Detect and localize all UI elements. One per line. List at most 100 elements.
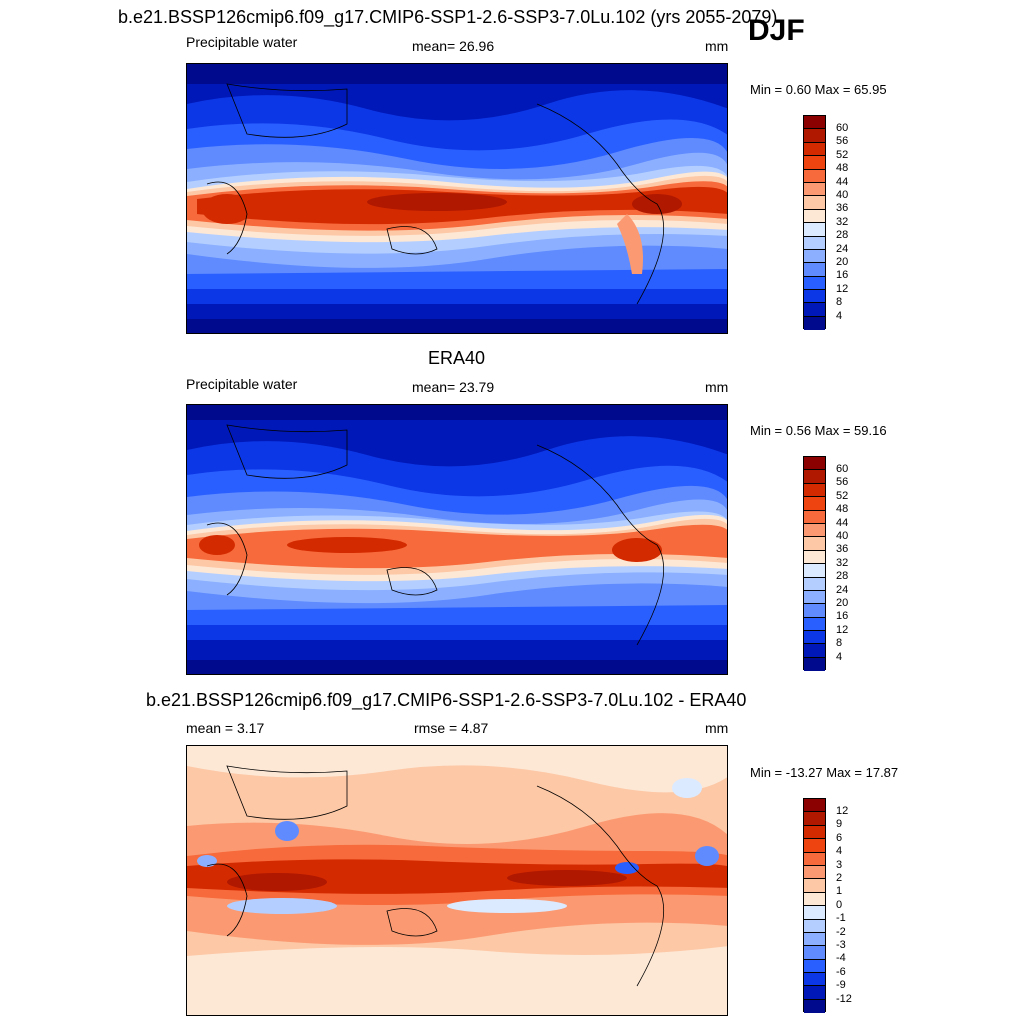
colorbar-tick-label: 48 xyxy=(836,503,849,516)
colorbar-box xyxy=(804,839,825,853)
colorbar-box xyxy=(804,156,825,170)
panel2-title: ERA40 xyxy=(428,348,486,368)
colorbar-box xyxy=(804,470,825,484)
colorbar-tick-label: 16 xyxy=(836,269,849,282)
panel3-map xyxy=(186,745,728,1016)
colorbar-tick-label: 48 xyxy=(836,162,849,175)
colorbar-tick-label: 4 xyxy=(836,845,843,858)
colorbar-tick-label: -9 xyxy=(836,979,846,992)
panel2-minmax: Min = 0.56 Max = 59.16 xyxy=(750,423,887,438)
panel2-mean-label: mean= 23.79 xyxy=(412,379,495,395)
colorbar-tick-label: 44 xyxy=(836,175,849,188)
colorbar-tick-label: 20 xyxy=(836,255,849,268)
panel2-units-label: mm xyxy=(705,379,729,395)
colorbar-box xyxy=(804,182,825,197)
colorbar-box xyxy=(804,959,825,974)
colorbar-box xyxy=(804,906,825,920)
colorbar-tick-label: -4 xyxy=(836,952,846,965)
colorbar-tick-label: 40 xyxy=(836,188,849,201)
panel1-title: b.e21.BSSP126cmip6.f09_g17.CMIP6-SSP1-2.… xyxy=(118,7,778,27)
panel2-map xyxy=(186,404,728,675)
colorbar-tick-label: 12 xyxy=(836,804,849,817)
colorbar-box xyxy=(804,617,825,632)
colorbar-tick-label: 12 xyxy=(836,623,849,636)
colorbar-box xyxy=(804,483,825,498)
colorbar-box xyxy=(804,290,825,304)
colorbar-tick-label: 3 xyxy=(836,858,843,871)
panel2-colorbar xyxy=(803,456,826,672)
colorbar-tick-label: 0 xyxy=(836,898,843,911)
panel3-title: b.e21.BSSP126cmip6.f09_g17.CMIP6-SSP1-2.… xyxy=(146,690,747,710)
colorbar-tick-label: 56 xyxy=(836,476,849,489)
colorbar-box xyxy=(804,852,825,866)
colorbar-tick-label: 52 xyxy=(836,148,849,161)
panel1-map xyxy=(186,63,728,334)
colorbar-tick-label: -3 xyxy=(836,938,846,951)
colorbar-box xyxy=(804,316,825,331)
colorbar-tick-label: 24 xyxy=(836,583,849,596)
panel3-units-label: mm xyxy=(705,720,729,736)
panel3-minmax: Min = -13.27 Max = 17.87 xyxy=(750,765,899,780)
colorbar-tick-label: 4 xyxy=(836,309,843,322)
colorbar-tick-label: -1 xyxy=(836,912,846,925)
colorbar-box xyxy=(804,865,825,880)
colorbar-box xyxy=(804,932,825,947)
colorbar-box xyxy=(804,657,825,672)
panel1-variable-label: Precipitable water xyxy=(186,34,298,50)
colorbar-box xyxy=(804,564,825,578)
colorbar-tick-label: 60 xyxy=(836,121,849,134)
colorbar-box xyxy=(804,497,825,511)
colorbar-box xyxy=(804,999,825,1014)
colorbar-box xyxy=(804,223,825,237)
colorbar-box xyxy=(804,799,825,813)
colorbar-tick-label: 28 xyxy=(836,229,849,242)
colorbar-box xyxy=(804,523,825,538)
colorbar-tick-label: 36 xyxy=(836,543,849,556)
colorbar-box xyxy=(804,986,825,1000)
colorbar-box xyxy=(804,604,825,618)
colorbar-tick-label: 52 xyxy=(836,489,849,502)
colorbar-tick-label: 24 xyxy=(836,242,849,255)
colorbar-tick-label: 32 xyxy=(836,215,849,228)
colorbar-box xyxy=(804,550,825,565)
colorbar-tick-label: 2 xyxy=(836,871,843,884)
colorbar-box xyxy=(804,973,825,987)
colorbar-tick-label: 32 xyxy=(836,556,849,569)
colorbar-tick-label: 60 xyxy=(836,462,849,475)
colorbar-box xyxy=(804,812,825,826)
colorbar-tick-label: 16 xyxy=(836,610,849,623)
colorbar-tick-label: 4 xyxy=(836,650,843,663)
colorbar-box xyxy=(804,169,825,183)
colorbar-tick-label: 36 xyxy=(836,202,849,215)
colorbar-tick-label: -6 xyxy=(836,965,846,978)
colorbar-tick-label: 8 xyxy=(836,296,843,309)
colorbar-box xyxy=(804,276,825,291)
colorbar-box xyxy=(804,510,825,524)
panel1-mean-label: mean= 26.96 xyxy=(412,38,495,54)
colorbar-box xyxy=(804,537,825,551)
colorbar-tick-label: 56 xyxy=(836,135,849,148)
panel1-colorbar xyxy=(803,115,826,331)
colorbar-tick-label: -12 xyxy=(836,992,852,1005)
colorbar-tick-label: 44 xyxy=(836,516,849,529)
colorbar-tick-label: 40 xyxy=(836,529,849,542)
colorbar-box xyxy=(804,196,825,210)
colorbar-box xyxy=(804,825,825,840)
colorbar-box xyxy=(804,142,825,157)
panel3-colorbar xyxy=(803,798,826,1014)
season-label: DJF xyxy=(748,14,805,47)
colorbar-box xyxy=(804,116,825,130)
colorbar-box xyxy=(804,209,825,224)
panel3-rmse-label: rmse = 4.87 xyxy=(414,720,489,736)
colorbar-box xyxy=(804,457,825,471)
panel1-units-label: mm xyxy=(705,38,729,54)
colorbar-box xyxy=(804,946,825,960)
colorbar-box xyxy=(804,919,825,933)
colorbar-box xyxy=(804,263,825,277)
colorbar-tick-label: -2 xyxy=(836,925,846,938)
colorbar-tick-label: 8 xyxy=(836,637,843,650)
panel1-minmax: Min = 0.60 Max = 65.95 xyxy=(750,82,887,97)
colorbar-tick-label: 1 xyxy=(836,885,843,898)
colorbar-box xyxy=(804,129,825,143)
colorbar-box xyxy=(804,236,825,250)
